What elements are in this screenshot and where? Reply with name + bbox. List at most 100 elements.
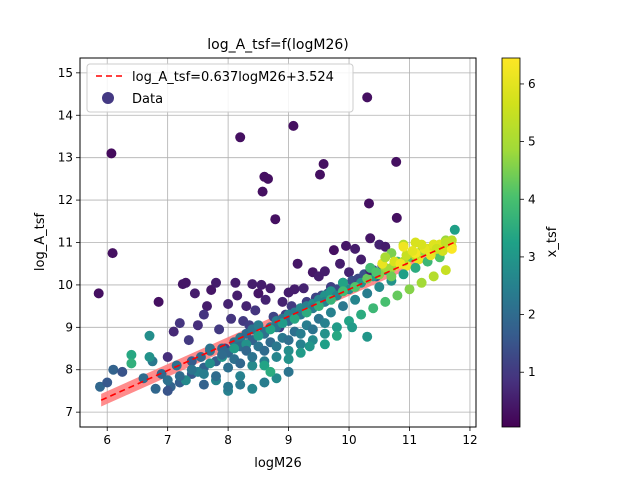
data-point — [257, 186, 268, 197]
data-point — [425, 250, 436, 261]
colorbar-label: x_tsf — [545, 226, 560, 257]
data-point — [344, 267, 354, 278]
y-tick-label: 12 — [58, 193, 73, 207]
data-point — [283, 345, 294, 356]
data-point — [271, 373, 282, 384]
data-point — [313, 301, 324, 312]
data-point — [198, 369, 209, 379]
data-point — [150, 383, 161, 394]
data-point — [241, 301, 252, 312]
data-point — [183, 335, 194, 346]
data-point — [144, 352, 155, 362]
data-point — [398, 269, 409, 280]
y-axis-ticks: 7 8 9 10 11 12 13 14 15 — [58, 66, 80, 419]
data-point — [338, 277, 348, 288]
y-tick-label: 14 — [58, 108, 73, 122]
data-point — [144, 330, 155, 341]
data-point — [162, 352, 173, 362]
data-point — [440, 265, 451, 276]
data-point — [365, 233, 376, 244]
data-point — [356, 309, 367, 320]
data-point — [214, 324, 225, 335]
data-point — [410, 262, 421, 273]
data-point — [250, 305, 261, 316]
data-point — [223, 362, 234, 373]
data-point — [315, 169, 325, 180]
legend: log_A_tsf=0.637logM26+3.524 Data — [86, 63, 354, 113]
data-point — [174, 371, 185, 382]
data-point — [295, 328, 306, 339]
data-point — [270, 214, 281, 225]
data-point — [102, 377, 113, 388]
data-point — [283, 366, 294, 377]
data-point — [283, 335, 294, 346]
legend-box — [86, 63, 354, 113]
data-point — [168, 326, 179, 337]
data-point — [289, 313, 300, 324]
colorbar-tick-label: 2 — [528, 308, 536, 322]
data-point — [271, 341, 282, 352]
data-point — [198, 309, 209, 320]
data-point — [380, 241, 391, 252]
data-point — [247, 279, 258, 290]
data-point — [217, 349, 228, 360]
data-point — [341, 240, 351, 251]
data-point — [93, 288, 104, 299]
data-point — [380, 296, 391, 307]
data-point — [162, 385, 173, 396]
colorbar-tick-label: 4 — [528, 192, 536, 206]
data-point — [206, 285, 217, 295]
data-point — [446, 243, 457, 254]
data-point — [230, 277, 241, 288]
data-point — [289, 284, 300, 295]
data-point — [364, 198, 374, 209]
data-point — [186, 364, 197, 375]
data-point — [126, 349, 137, 360]
data-point — [356, 254, 367, 265]
data-point — [325, 294, 336, 305]
colorbar: 1 2 3 4 5 6 x_tsf — [501, 57, 560, 428]
data-point — [391, 156, 402, 167]
data-point — [259, 360, 270, 371]
data-point — [226, 313, 237, 324]
data-point — [283, 354, 294, 365]
data-point — [232, 290, 243, 301]
colorbar-tick-label: 5 — [528, 135, 536, 149]
data-point — [391, 212, 402, 223]
data-point — [440, 237, 451, 248]
data-point — [265, 366, 276, 377]
x-tick-label: 9 — [285, 433, 293, 447]
data-point — [362, 92, 373, 103]
data-point — [126, 358, 137, 369]
data-point — [428, 271, 439, 282]
legend-fit-label: log_A_tsf=0.637logM26+3.524 — [132, 70, 334, 85]
data-point — [189, 288, 200, 299]
data-point — [404, 284, 415, 295]
data-point — [211, 371, 221, 382]
data-point — [288, 120, 299, 131]
y-axis-label: log_A_tsf — [33, 213, 48, 272]
data-point — [392, 290, 403, 301]
fit-line — [100, 241, 456, 401]
data-point — [319, 266, 330, 277]
x-tick-label: 6 — [103, 433, 111, 447]
data-point — [205, 358, 215, 369]
data-point — [350, 294, 361, 305]
data-point — [304, 341, 315, 352]
data-point — [260, 294, 271, 305]
data-point — [319, 318, 330, 329]
data-point — [331, 322, 342, 333]
data-point — [398, 241, 409, 252]
data-point — [277, 318, 288, 329]
x-tick-label: 8 — [224, 433, 232, 447]
data-point — [235, 358, 246, 369]
data-point — [180, 277, 191, 288]
y-tick-label: 8 — [65, 363, 73, 377]
data-point — [298, 283, 309, 294]
data-point — [416, 277, 427, 288]
y-tick-label: 11 — [58, 236, 73, 250]
data-point — [247, 352, 258, 362]
data-point — [319, 339, 330, 350]
data-point — [235, 371, 246, 382]
